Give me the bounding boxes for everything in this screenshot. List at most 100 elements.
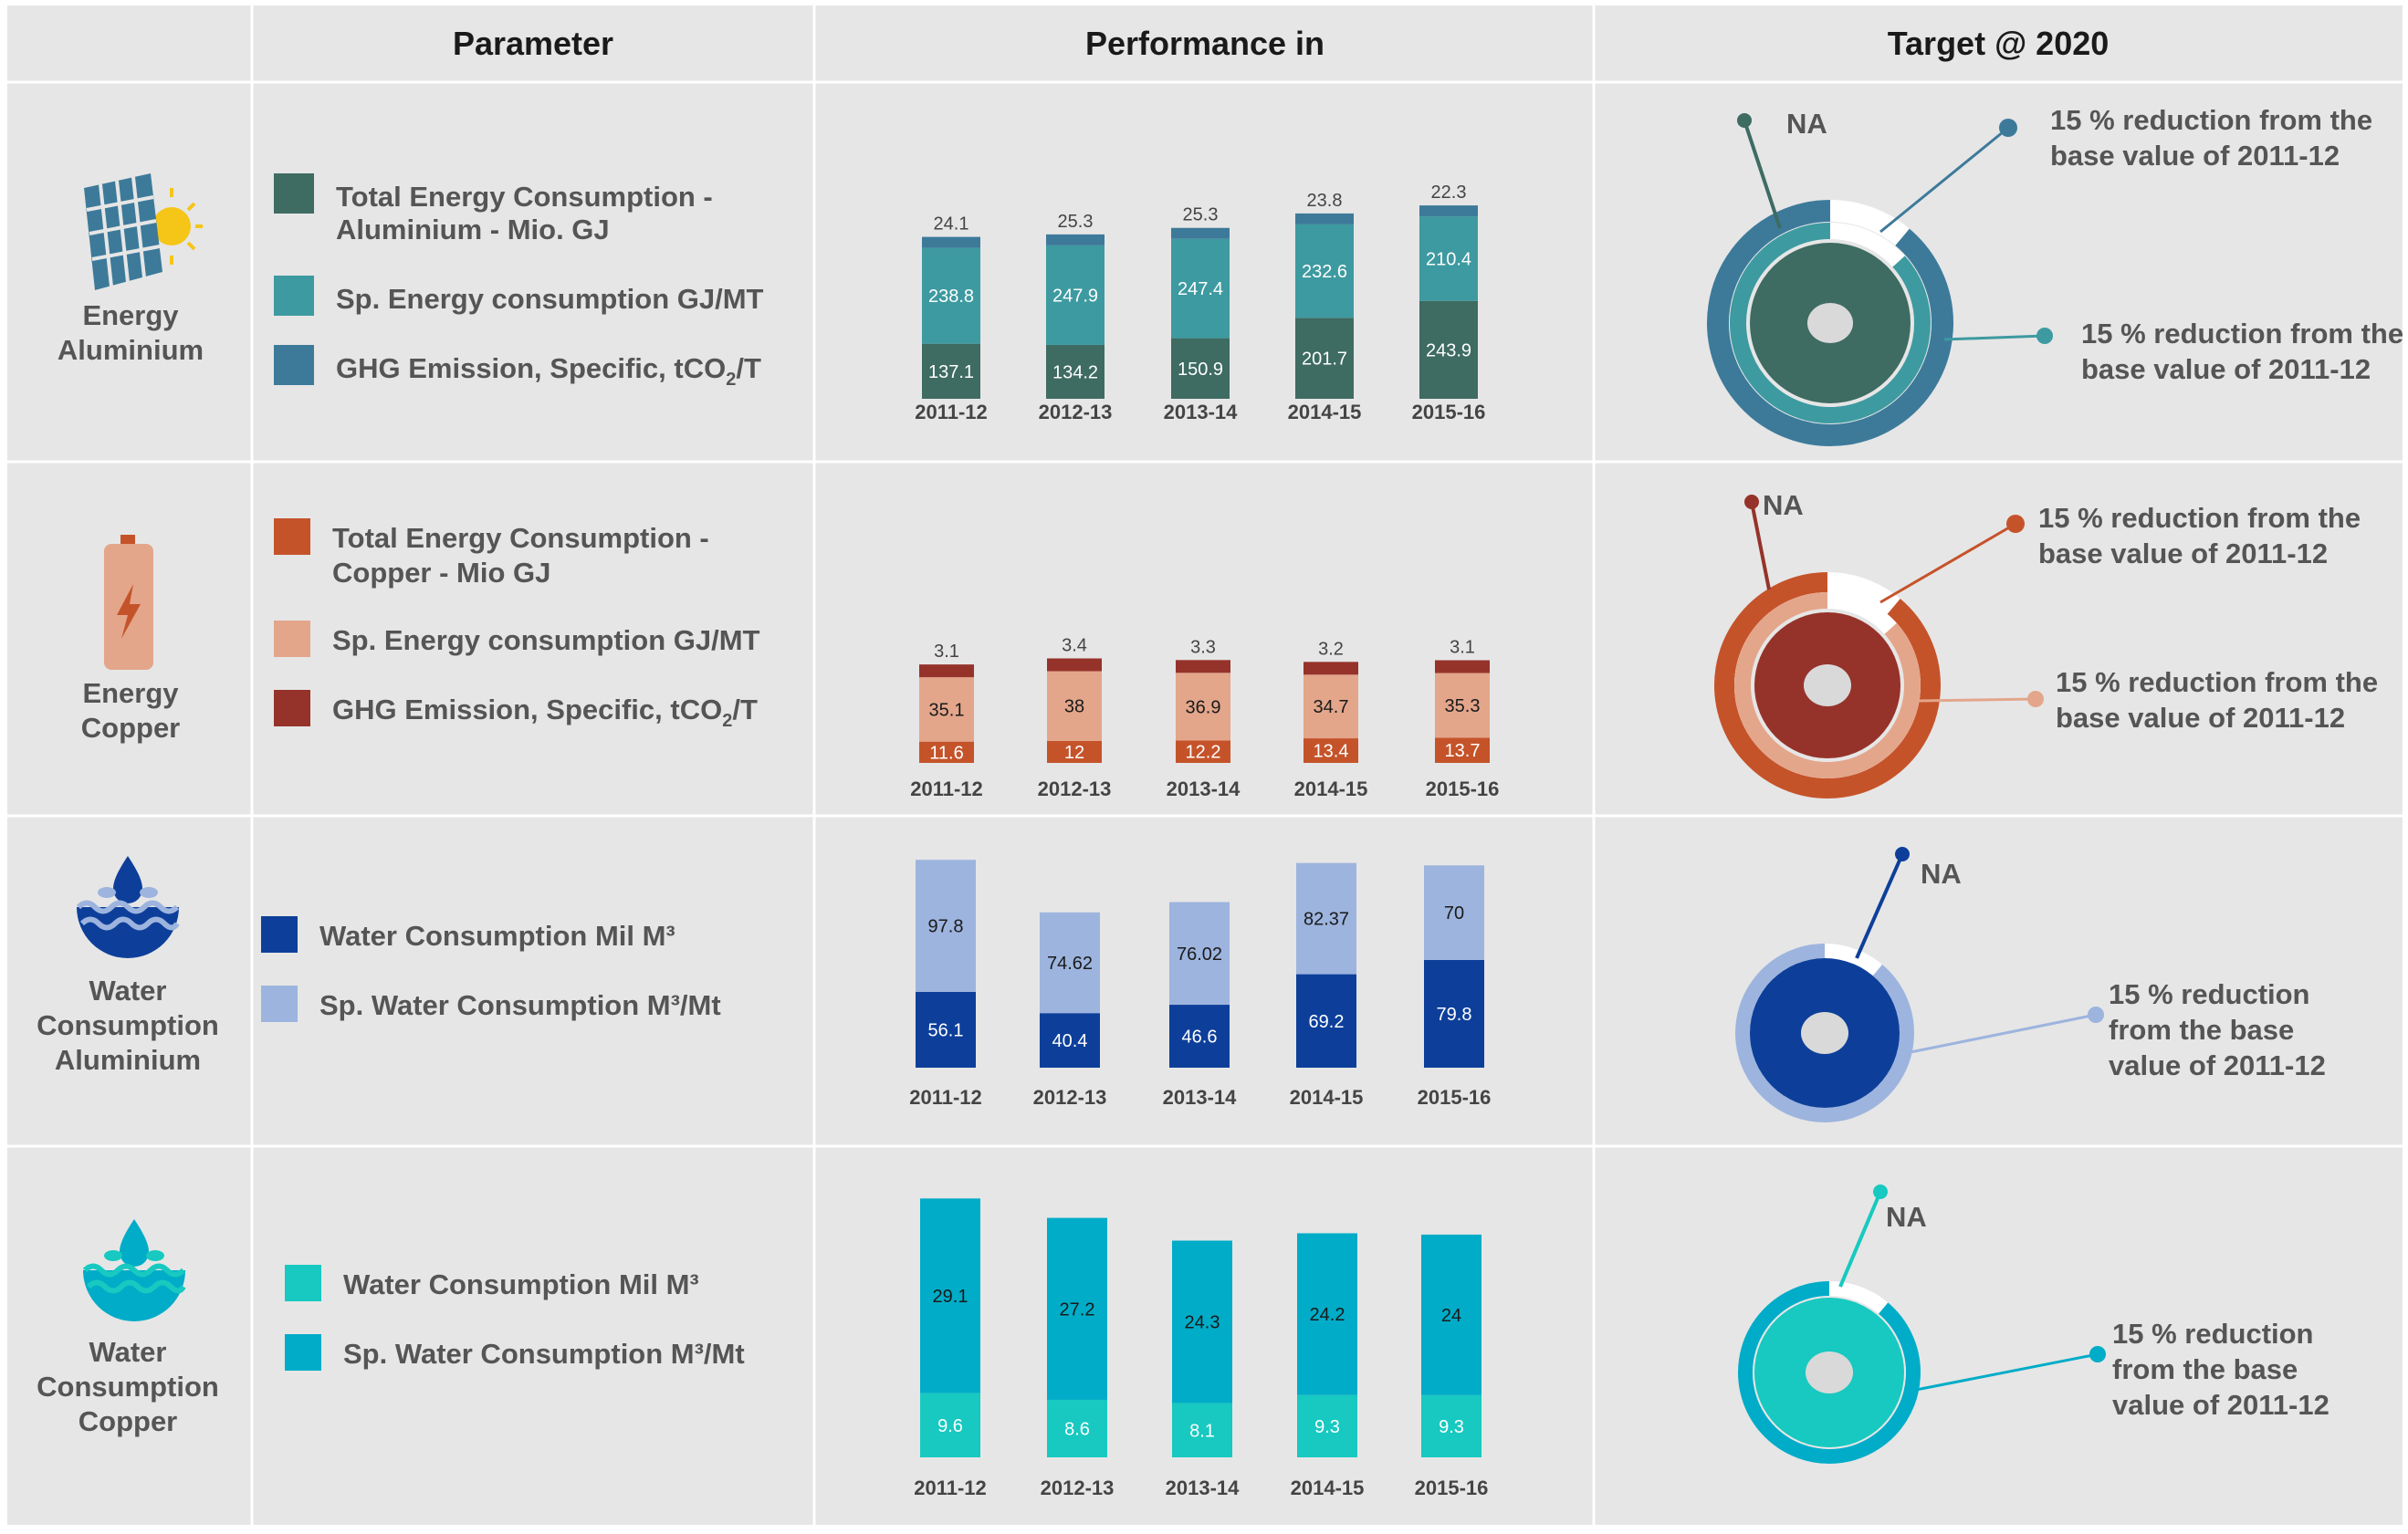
data-label: 69.2 [1309,1012,1345,1032]
data-label: 29.1 [933,1287,968,1307]
data-label: 247.4 [1178,279,1223,299]
legend-swatch [274,621,310,657]
data-label: 3.1 [1450,638,1475,658]
legend-label: GHG Emission, Specific, tCO2/T [336,352,761,390]
target-donut: NA 15 % reduction from the base value of 2… [1707,104,2403,446]
data-label: 134.2 [1052,362,1098,382]
target-callout-text: 15 % reduction from the [2050,104,2372,136]
data-label: 23.8 [1307,191,1343,211]
bar-segment [1047,1399,1107,1457]
bar-segment [1040,912,1100,1014]
legend-label: Copper - Mio GJ [332,557,550,589]
bar-segment [1296,974,1356,1068]
target-callout-text: base value of 2011-12 [2056,702,2345,734]
x-tick-label: 2012-13 [1039,401,1113,423]
row-label: Energy [82,677,179,709]
stacked-bar-chart: 9.6 29.1 2011-12 8.6 27.2 2012-13 8.1 24.3 2013-… [914,1198,1488,1499]
legend-label: Sp. Energy consumption GJ/MT [332,624,760,656]
x-tick-label: 2013-14 [1167,777,1241,800]
target-callout-text: value of 2011-12 [2109,1049,2326,1081]
callout-dot [1873,1184,1888,1199]
target-na-label: NA [1786,108,1827,140]
bar-segment [1046,234,1105,245]
data-label: 36.9 [1186,697,1221,717]
bar-segment [1297,1394,1357,1457]
target-callout-text: base value of 2011-12 [2081,353,2371,385]
legend-swatch [285,1265,321,1301]
callout-dot [2089,1346,2106,1362]
data-label: 11.6 [929,743,963,763]
data-label: 3.2 [1318,639,1344,659]
data-label: 13.4 [1314,742,1349,762]
bar-segment [1303,674,1358,739]
bar-segment [1046,344,1105,399]
water-drop-icon [76,856,180,958]
bar-segment [922,343,980,399]
x-tick-label: 2014-15 [1288,401,1362,423]
x-tick-label: 2011-12 [915,401,988,423]
legend-swatch [274,276,314,316]
header-parameter: Parameter [453,25,613,62]
callout-line [1916,697,2036,703]
data-label: 9.6 [937,1416,963,1436]
bar-segment [1419,216,1478,301]
x-tick-label: 2015-16 [1426,777,1500,800]
data-label: 74.62 [1047,954,1093,974]
callout-dot [2006,515,2025,533]
ring-arc [1707,200,1953,446]
bar-segment [1419,205,1478,217]
stacked-bar-chart: 11.6 35.1 3.1 2011-12 12 38 3.4 2012-13 12.2 36.9… [910,636,1499,801]
bar-segment [1303,738,1358,763]
bar-segment [920,1393,980,1457]
data-label: 40.4 [1052,1031,1088,1051]
bar-segment [1171,238,1230,339]
callout-dot [1895,847,1910,861]
callout-line [1838,1191,1882,1288]
x-tick-label: 2012-13 [1041,1477,1115,1499]
data-label: 76.02 [1177,944,1222,965]
bar-segment [1421,1394,1481,1457]
bar-segment [1047,671,1102,741]
x-tick-label: 2012-13 [1033,1086,1107,1109]
bar-segment [1047,658,1102,672]
solar-panel-icon [84,173,203,290]
data-label: 34.7 [1314,697,1349,717]
data-label: 3.3 [1190,637,1216,657]
target-callout-text: from the base [2112,1353,2298,1385]
legend-swatch [261,986,298,1022]
target-na-label: NA [1763,489,1804,521]
ring-arc [1734,592,1921,778]
stacked-bar-chart: 137.1 238.8 24.1 2011-12 134.2 247.9 25.3 2012-… [915,183,1485,423]
bar-segment [1295,224,1354,318]
data-label: 35.1 [929,700,965,720]
bar-segment [1421,1234,1481,1395]
bar-segment [1424,959,1484,1068]
target-callout-text: from the base [2109,1014,2294,1046]
ring-arc [1714,572,1941,798]
data-label: 79.8 [1437,1005,1472,1025]
row-label: Water [89,1336,167,1368]
bar-segment [1169,1005,1230,1068]
x-tick-label: 2015-16 [1415,1477,1489,1499]
bar-segment [1047,740,1102,763]
callout-dot [1744,495,1759,509]
callout-line [1905,1013,2097,1055]
target-callout-text: 15 % reduction [2112,1318,2314,1350]
callout-dot [1737,113,1752,128]
callout-dot [2036,328,2053,344]
data-label: 24.2 [1310,1305,1345,1325]
bar-segment [1424,865,1484,960]
callout-line [1743,120,1782,229]
legend-swatch [274,345,314,385]
data-label: 150.9 [1178,360,1223,380]
data-label: 137.1 [928,362,974,382]
legend-label: Sp. Water Consumption M³/Mt [319,989,721,1021]
data-label: 210.4 [1426,249,1471,269]
ring-gap-highlight [1824,945,1881,975]
bar-segment [1435,673,1490,738]
bar-segment [922,247,980,344]
data-label: 247.9 [1052,286,1098,306]
stacked-bar-chart: 56.1 97.8 2011-12 40.4 74.62 2012-13 46.6 76.02… [909,860,1491,1109]
